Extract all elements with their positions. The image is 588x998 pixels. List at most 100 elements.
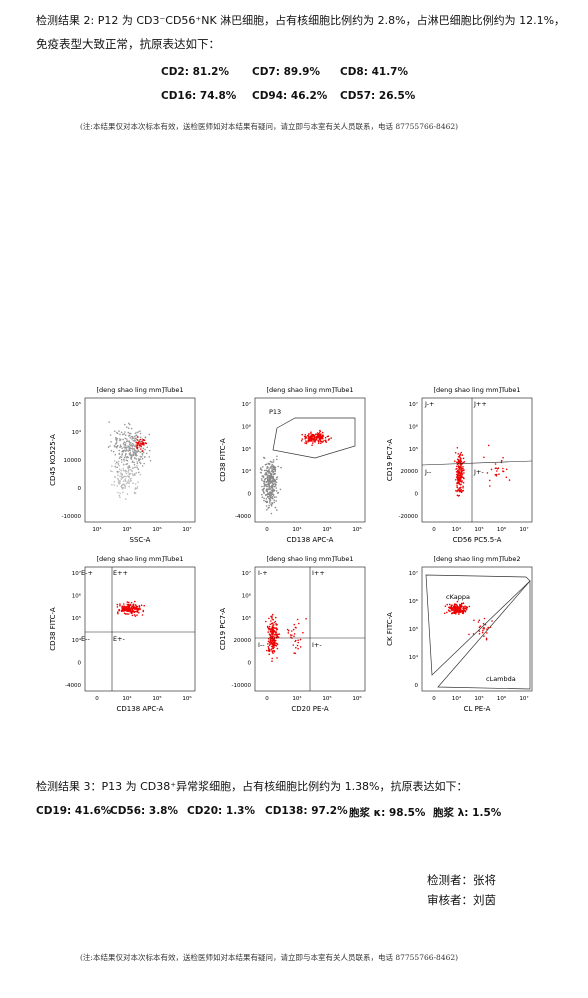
event-dot xyxy=(142,451,145,454)
event-dot xyxy=(124,455,127,457)
event-dot xyxy=(271,645,273,648)
event-dot xyxy=(130,444,133,447)
event-dot xyxy=(119,604,121,607)
x-tick-label: 10⁵ xyxy=(322,695,331,702)
event-dot xyxy=(132,605,135,608)
event-dot xyxy=(271,660,273,662)
event-dot xyxy=(142,438,145,441)
event-dot xyxy=(129,453,131,456)
event-dot xyxy=(271,625,274,628)
event-dot xyxy=(116,461,118,463)
gate-label: cKappa xyxy=(446,593,470,601)
event-dot xyxy=(296,644,299,647)
event-dot xyxy=(294,640,296,643)
event-dot xyxy=(143,604,145,607)
event-dot xyxy=(457,606,459,609)
event-dot xyxy=(131,447,134,450)
y-axis-label: CD45 KO525-A xyxy=(49,434,57,486)
event-dot xyxy=(134,600,136,603)
event-dot xyxy=(321,431,324,434)
event-dot xyxy=(136,431,138,434)
event-dot xyxy=(458,494,461,497)
event-dot xyxy=(462,481,465,484)
y-tick-label: 10⁶ xyxy=(242,592,252,599)
event-dot xyxy=(496,468,499,470)
y-tick-label: 10⁷ xyxy=(409,401,418,408)
event-dot xyxy=(463,607,466,609)
event-dot xyxy=(265,501,268,504)
event-dot xyxy=(274,480,276,483)
gate-label: cLambda xyxy=(486,675,516,683)
event-dot xyxy=(136,460,138,463)
event-dot xyxy=(137,441,140,444)
event-dot xyxy=(461,454,463,456)
event-dot xyxy=(479,625,482,627)
event-dot xyxy=(273,468,275,471)
event-dot xyxy=(121,450,123,453)
x-tick-label: 10⁵ xyxy=(122,526,131,533)
y-tick-label: -4000 xyxy=(65,683,81,689)
event-dot xyxy=(269,472,272,474)
event-dot xyxy=(268,633,271,635)
event-dot xyxy=(113,484,115,486)
event-dot xyxy=(123,460,125,462)
event-dot xyxy=(456,475,459,477)
event-dot xyxy=(267,640,270,643)
event-dot xyxy=(139,451,142,453)
gate-label: E+- xyxy=(113,635,126,643)
event-dot xyxy=(461,603,463,605)
event-dot xyxy=(137,607,140,610)
event-dot xyxy=(271,482,274,484)
event-dot xyxy=(315,433,317,435)
event-dot xyxy=(128,449,131,451)
event-dot xyxy=(274,483,277,485)
event-dot xyxy=(133,463,136,466)
event-dot xyxy=(460,606,463,608)
event-dot xyxy=(140,444,142,447)
event-dot xyxy=(128,443,131,446)
x-tick-label: 0 xyxy=(265,696,269,702)
event-dot xyxy=(268,478,271,480)
x-tick-label: 10⁶ xyxy=(352,526,362,533)
event-dot xyxy=(268,617,270,620)
event-dot xyxy=(124,487,127,489)
event-dot xyxy=(468,633,470,636)
event-dot xyxy=(275,645,278,647)
quadrant-line xyxy=(421,460,533,466)
event-dot xyxy=(115,462,117,465)
event-dot xyxy=(462,489,465,492)
event-dot xyxy=(122,449,125,452)
event-dot xyxy=(274,479,276,482)
event-dot xyxy=(318,439,320,441)
event-dot xyxy=(116,471,119,474)
event-dot xyxy=(489,485,491,487)
event-dot xyxy=(268,625,271,628)
event-dot xyxy=(458,480,461,482)
event-dot xyxy=(123,441,126,443)
gate xyxy=(272,417,356,459)
event-dot xyxy=(117,463,120,465)
event-dot xyxy=(264,500,267,503)
event-dot xyxy=(127,479,130,481)
event-dot xyxy=(463,477,465,480)
event-dot xyxy=(457,453,459,455)
event-dot xyxy=(133,445,136,448)
event-dot xyxy=(120,469,122,472)
event-dot xyxy=(139,473,142,476)
event-dot xyxy=(117,477,119,480)
event-dot xyxy=(113,480,116,483)
event-dot xyxy=(307,441,309,443)
event-dot xyxy=(274,466,277,469)
event-dot xyxy=(136,486,139,488)
event-dot xyxy=(126,440,129,442)
event-dot xyxy=(461,480,463,482)
y-tick-label: 10⁴ xyxy=(72,637,82,644)
event-dot xyxy=(271,647,273,650)
plot-frame xyxy=(254,397,366,523)
event-dot xyxy=(122,480,125,482)
event-dot xyxy=(120,478,123,480)
event-dot xyxy=(294,626,297,629)
event-dot xyxy=(276,478,278,480)
event-dot xyxy=(127,450,130,452)
event-dot xyxy=(269,460,272,463)
